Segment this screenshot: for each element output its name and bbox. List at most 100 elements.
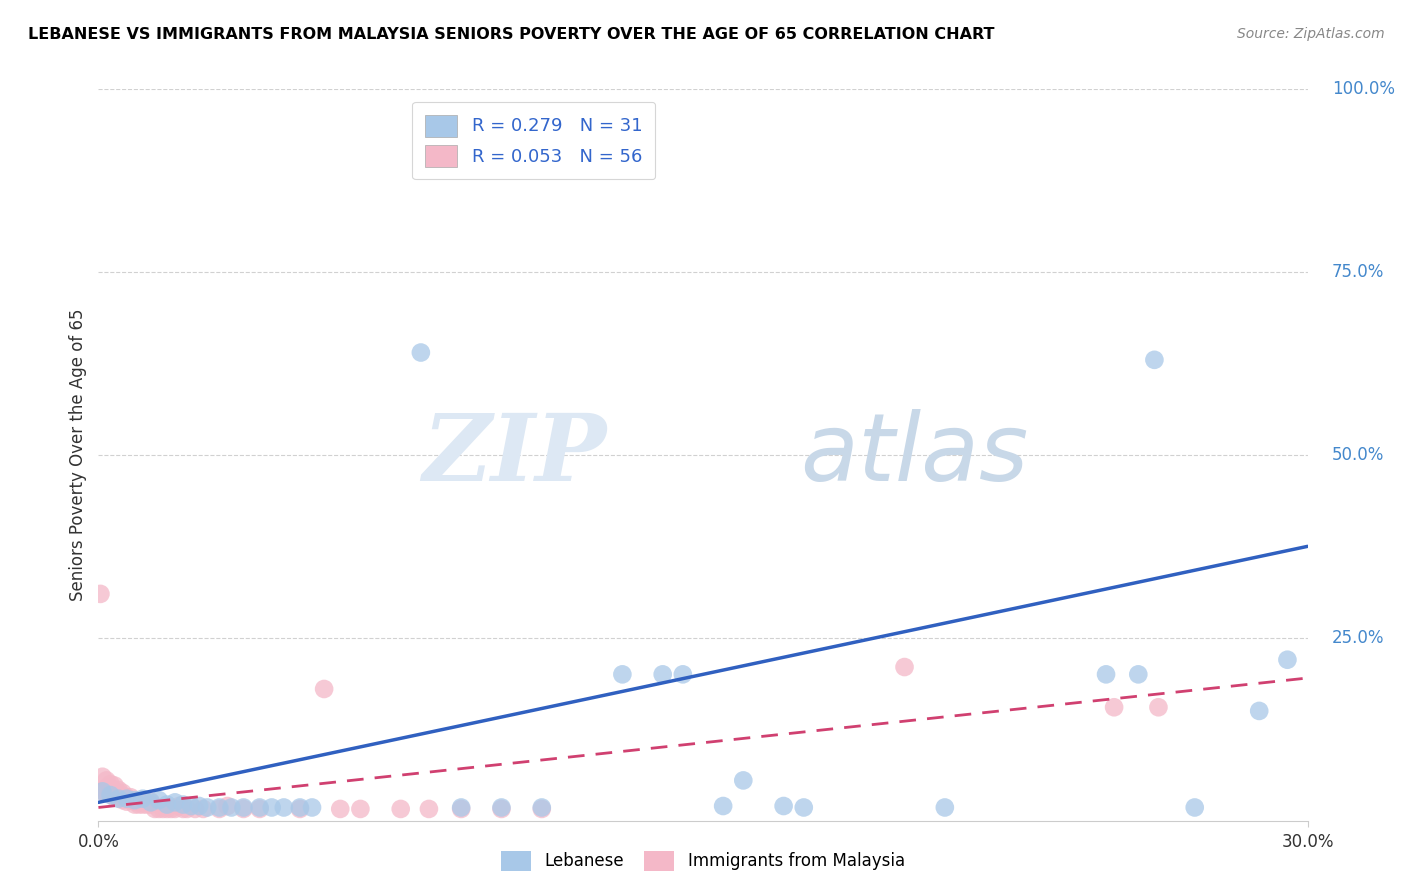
- Point: [672, 667, 695, 681]
- Point: [530, 800, 553, 814]
- Point: [221, 800, 243, 814]
- Point: [793, 800, 815, 814]
- Point: [195, 800, 218, 814]
- Point: [120, 790, 142, 805]
- Point: [132, 791, 155, 805]
- Point: [103, 779, 125, 793]
- Point: [107, 790, 129, 805]
- Point: [1102, 700, 1125, 714]
- Point: [208, 800, 231, 814]
- Point: [115, 790, 138, 805]
- Point: [107, 783, 129, 797]
- Point: [89, 587, 111, 601]
- Point: [156, 802, 179, 816]
- Point: [132, 797, 155, 812]
- Point: [651, 667, 673, 681]
- Text: 100.0%: 100.0%: [1331, 80, 1395, 98]
- Point: [1095, 667, 1118, 681]
- Point: [1249, 704, 1271, 718]
- Point: [91, 784, 114, 798]
- Point: [1147, 700, 1170, 714]
- Text: ZIP: ZIP: [422, 410, 606, 500]
- Point: [139, 795, 162, 809]
- Point: [273, 800, 295, 814]
- Point: [193, 802, 215, 816]
- Point: [232, 802, 254, 816]
- Point: [260, 800, 283, 814]
- Point: [124, 797, 146, 812]
- Point: [148, 793, 170, 807]
- Point: [450, 800, 472, 814]
- Point: [1184, 800, 1206, 814]
- Point: [418, 802, 440, 816]
- Text: Source: ZipAtlas.com: Source: ZipAtlas.com: [1237, 27, 1385, 41]
- Text: 75.0%: 75.0%: [1331, 263, 1384, 281]
- Point: [139, 797, 162, 812]
- Point: [288, 800, 311, 814]
- Text: 25.0%: 25.0%: [1331, 629, 1385, 647]
- Point: [148, 802, 170, 816]
- Point: [612, 667, 634, 681]
- Point: [160, 802, 183, 816]
- Point: [124, 795, 146, 809]
- Point: [100, 777, 122, 791]
- Point: [1277, 653, 1299, 667]
- Point: [208, 802, 231, 816]
- Point: [163, 796, 186, 810]
- Point: [1128, 667, 1150, 681]
- Point: [100, 788, 122, 802]
- Text: atlas: atlas: [800, 409, 1028, 500]
- Point: [167, 799, 190, 814]
- Y-axis label: Seniors Poverty Over the Age of 65: Seniors Poverty Over the Age of 65: [69, 309, 87, 601]
- Point: [184, 802, 207, 816]
- Point: [409, 345, 432, 359]
- Point: [530, 802, 553, 816]
- Point: [111, 793, 134, 807]
- Point: [91, 770, 114, 784]
- Point: [389, 802, 412, 816]
- Point: [314, 681, 336, 696]
- Point: [329, 802, 352, 816]
- Point: [349, 802, 371, 816]
- Point: [128, 795, 150, 809]
- Point: [143, 802, 166, 816]
- Point: [115, 795, 138, 809]
- Point: [96, 780, 118, 795]
- Point: [288, 802, 311, 816]
- Point: [491, 802, 513, 816]
- Point: [232, 800, 254, 814]
- Point: [301, 800, 323, 814]
- Text: 50.0%: 50.0%: [1331, 446, 1384, 464]
- Point: [128, 797, 150, 812]
- Point: [188, 799, 211, 814]
- Point: [156, 797, 179, 812]
- Text: LEBANESE VS IMMIGRANTS FROM MALAYSIA SENIORS POVERTY OVER THE AGE OF 65 CORRELAT: LEBANESE VS IMMIGRANTS FROM MALAYSIA SEN…: [28, 27, 994, 42]
- Point: [172, 802, 194, 816]
- Legend: R = 0.279   N = 31, R = 0.053   N = 56: R = 0.279 N = 31, R = 0.053 N = 56: [412, 102, 655, 179]
- Point: [107, 786, 129, 800]
- Point: [120, 793, 142, 807]
- Point: [172, 797, 194, 812]
- Point: [96, 786, 118, 800]
- Point: [491, 800, 513, 814]
- Point: [152, 802, 174, 816]
- Point: [135, 797, 157, 812]
- Point: [124, 793, 146, 807]
- Point: [111, 786, 134, 800]
- Point: [772, 799, 794, 814]
- Point: [1143, 352, 1166, 367]
- Point: [893, 660, 915, 674]
- Legend: Lebanese, Immigrants from Malaysia: Lebanese, Immigrants from Malaysia: [494, 842, 912, 880]
- Point: [217, 799, 239, 814]
- Point: [163, 802, 186, 816]
- Point: [249, 800, 271, 814]
- Point: [115, 791, 138, 805]
- Point: [934, 800, 956, 814]
- Point: [91, 784, 114, 798]
- Point: [139, 796, 162, 810]
- Point: [103, 786, 125, 800]
- Point: [100, 780, 122, 795]
- Point: [733, 773, 755, 788]
- Point: [450, 802, 472, 816]
- Point: [100, 786, 122, 800]
